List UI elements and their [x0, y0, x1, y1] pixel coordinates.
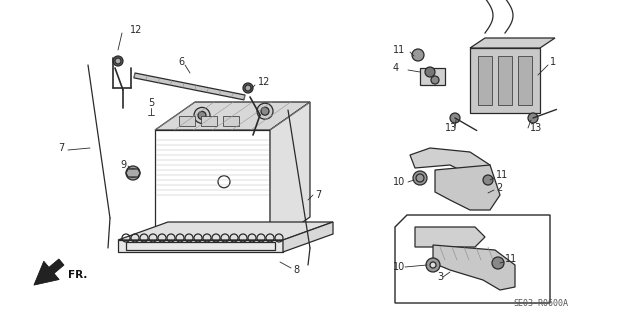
Polygon shape: [435, 165, 500, 210]
Text: 13: 13: [530, 123, 542, 133]
Text: 12: 12: [130, 25, 142, 35]
Polygon shape: [410, 148, 490, 180]
Bar: [201, 116, 217, 126]
Text: SE03-R0600A: SE03-R0600A: [513, 299, 568, 308]
Polygon shape: [126, 169, 140, 177]
Polygon shape: [283, 222, 333, 252]
Text: 11: 11: [505, 254, 517, 264]
Circle shape: [194, 108, 210, 123]
Polygon shape: [155, 102, 310, 130]
Text: 11: 11: [496, 170, 508, 180]
Bar: [518, 56, 532, 105]
Text: 8: 8: [293, 265, 299, 275]
Polygon shape: [470, 38, 555, 48]
Text: 13: 13: [445, 123, 457, 133]
Polygon shape: [34, 259, 64, 285]
Bar: [223, 116, 239, 126]
Circle shape: [126, 166, 140, 180]
Circle shape: [431, 76, 439, 84]
Circle shape: [430, 262, 436, 268]
Polygon shape: [420, 68, 445, 85]
Text: 12: 12: [258, 77, 270, 87]
Circle shape: [528, 113, 538, 123]
Circle shape: [483, 175, 493, 185]
Polygon shape: [118, 222, 333, 240]
Circle shape: [243, 83, 253, 93]
Bar: [179, 116, 195, 126]
Bar: [498, 56, 512, 105]
Text: 5: 5: [148, 98, 154, 108]
Text: 7: 7: [315, 190, 321, 200]
Text: 11: 11: [393, 45, 405, 55]
Text: 7: 7: [58, 143, 64, 153]
Text: FR.: FR.: [68, 270, 88, 280]
Text: 2: 2: [496, 183, 502, 193]
Circle shape: [198, 111, 206, 119]
Polygon shape: [433, 245, 515, 290]
Text: 10: 10: [393, 177, 405, 187]
Circle shape: [425, 67, 435, 77]
Circle shape: [412, 49, 424, 61]
Polygon shape: [118, 240, 283, 252]
Circle shape: [257, 103, 273, 119]
Circle shape: [129, 169, 137, 177]
Text: 1: 1: [550, 57, 556, 67]
Circle shape: [245, 85, 251, 91]
Circle shape: [115, 58, 121, 64]
Circle shape: [261, 107, 269, 115]
Polygon shape: [415, 227, 485, 247]
Circle shape: [413, 171, 427, 185]
Circle shape: [450, 113, 460, 123]
Circle shape: [426, 258, 440, 272]
Bar: [478, 56, 492, 105]
Text: 6: 6: [178, 57, 184, 67]
Polygon shape: [470, 48, 540, 113]
Text: 4: 4: [393, 63, 399, 73]
Text: 10: 10: [393, 262, 405, 272]
Polygon shape: [134, 73, 245, 100]
Polygon shape: [270, 102, 310, 245]
Circle shape: [113, 56, 123, 66]
Text: 9: 9: [120, 160, 126, 170]
Text: 3: 3: [437, 272, 443, 282]
Circle shape: [492, 257, 504, 269]
